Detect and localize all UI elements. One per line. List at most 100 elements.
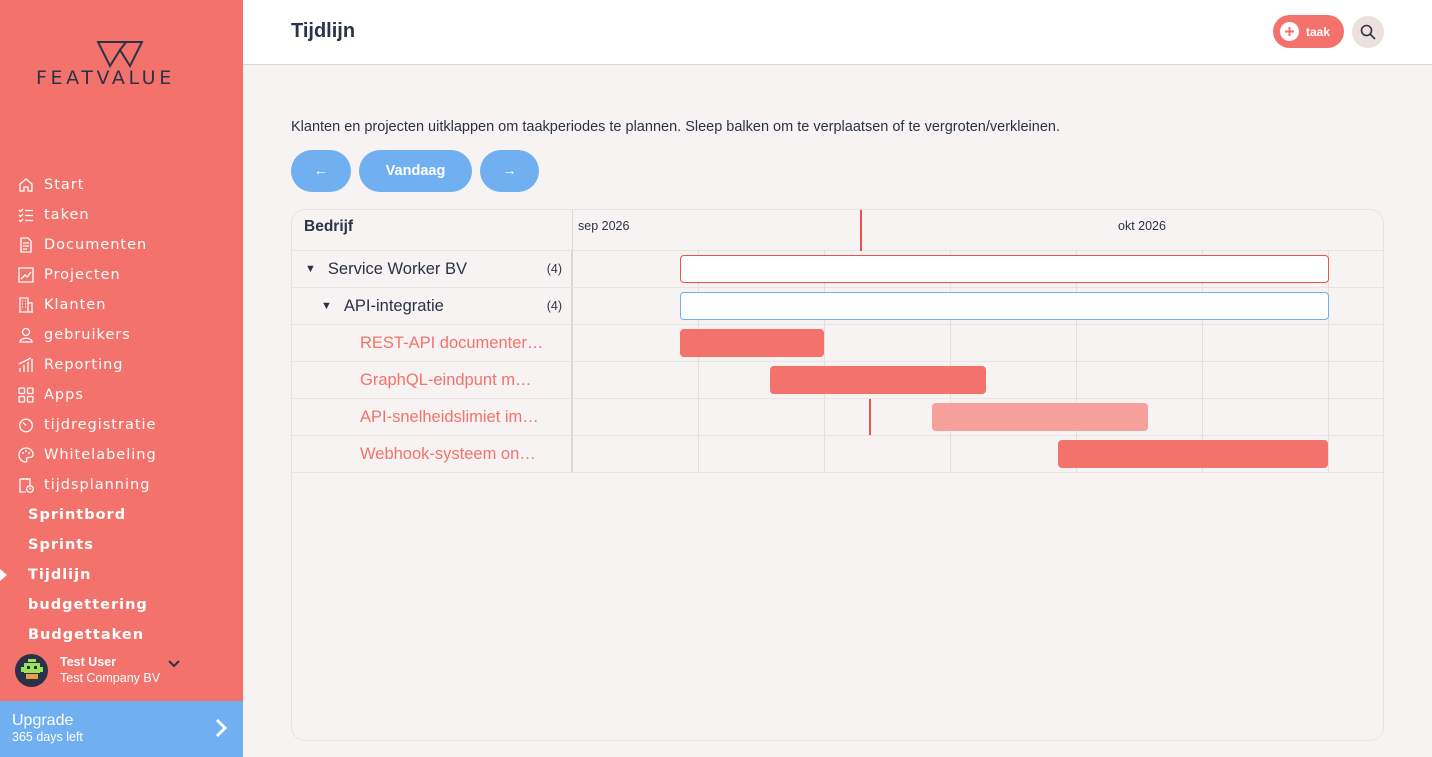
- sidebar-subitem-label: Sprints: [28, 537, 94, 553]
- task-bar[interactable]: [1058, 440, 1328, 468]
- sidebar-item-label: tijdsplanning: [44, 477, 151, 493]
- sidebar-item-label: Whitelabeling: [44, 447, 157, 463]
- timeline-row-company: ▼ Service Worker BV (4): [292, 251, 1383, 288]
- gridline: [698, 399, 699, 435]
- search-icon: [1360, 24, 1376, 40]
- collapse-triangle-icon[interactable]: ▼: [321, 300, 332, 312]
- checklist-icon: [17, 206, 35, 224]
- sidebar: FEATVALUE Start taken Documenten Project…: [0, 0, 243, 757]
- row-label[interactable]: Webhook-systeem on…: [292, 436, 573, 472]
- sidebar-subitem-tijdlijn[interactable]: Tijdlijn: [0, 560, 243, 590]
- sidebar-item-gebruikers[interactable]: gebruikers: [0, 320, 243, 350]
- sidebar-subitem-budgettering[interactable]: budgettering: [0, 590, 243, 620]
- gridline: [1202, 325, 1203, 361]
- task-bar[interactable]: [770, 366, 986, 394]
- next-period-button[interactable]: →: [480, 150, 539, 192]
- document-icon: [17, 236, 35, 254]
- page-title: Tijdlijn: [291, 20, 356, 42]
- task-bar[interactable]: [680, 329, 824, 357]
- previous-period-button[interactable]: ←: [291, 150, 351, 192]
- sidebar-item-start[interactable]: Start: [0, 170, 243, 200]
- month-label: sep 2026: [578, 219, 630, 233]
- planning-icon: [17, 476, 35, 494]
- upgrade-title: Upgrade: [12, 712, 74, 729]
- plus-icon: [1280, 22, 1299, 41]
- gridline: [824, 436, 825, 472]
- sidebar-subitem-label: Tijdlijn: [28, 567, 92, 583]
- sidebar-item-tijdsplanning[interactable]: tijdsplanning: [0, 470, 243, 500]
- sidebar-item-tijdregistratie[interactable]: tijdregistratie: [0, 410, 243, 440]
- sidebar-subitem-label: Budgettaken: [28, 627, 145, 643]
- user-company: Test Company BV: [60, 671, 161, 685]
- logo-mark-icon: [96, 41, 144, 68]
- featvalue-logo[interactable]: FEATVALUE: [36, 40, 208, 90]
- company-column-header: Bedrijf: [292, 210, 573, 251]
- sidebar-item-label: Projecten: [44, 267, 121, 283]
- gridline: [1328, 436, 1329, 472]
- user-name: Test User: [60, 655, 117, 669]
- task-bar[interactable]: [932, 403, 1148, 431]
- stopwatch-icon: [17, 416, 35, 434]
- today-button[interactable]: Vandaag: [359, 150, 472, 192]
- whitelabel-icon: [17, 446, 35, 464]
- timeline-header: sep 2026 okt 2026: [573, 210, 1383, 251]
- sidebar-item-label: Documenten: [44, 237, 148, 253]
- row-label[interactable]: ▼ Service Worker BV (4): [292, 251, 573, 287]
- page-header: Tijdlijn taak: [243, 0, 1432, 65]
- gridline: [824, 325, 825, 361]
- gridline: [1328, 362, 1329, 398]
- upgrade-banner[interactable]: Upgrade 365 days left: [0, 701, 243, 757]
- search-button[interactable]: [1352, 16, 1384, 48]
- sidebar-subitem-sprintbord[interactable]: Sprintbord: [0, 500, 243, 530]
- sidebar-subitem-label: budgettering: [28, 597, 148, 613]
- row-label[interactable]: GraphQL-eindpunt m…: [292, 362, 573, 398]
- timeline-row-task: GraphQL-eindpunt m…: [292, 362, 1383, 399]
- task-count: (4): [546, 262, 562, 276]
- gridline: [1202, 399, 1203, 435]
- sidebar-item-projecten[interactable]: Projecten: [0, 260, 243, 290]
- sidebar-subitem-sprints[interactable]: Sprints: [0, 530, 243, 560]
- task-count: (4): [546, 299, 562, 313]
- gridline: [1076, 325, 1077, 361]
- upgrade-days-left: 365 days left: [12, 730, 83, 744]
- gridline: [1328, 399, 1329, 435]
- collapse-triangle-icon[interactable]: ▼: [305, 263, 316, 275]
- sidebar-subitem-label: Sprintbord: [28, 507, 127, 523]
- gridline: [1076, 362, 1077, 398]
- user-menu[interactable]: Test User Test Company BV: [15, 652, 235, 688]
- chevron-right-icon: [215, 718, 227, 738]
- intro-text: Klanten en projecten uitklappen om taakp…: [291, 119, 1060, 135]
- timeline-gantt: Bedrijf sep 2026 okt 2026 ▼ Service Work…: [291, 209, 1384, 741]
- project-period-bar[interactable]: [680, 292, 1329, 320]
- row-label[interactable]: ▼ API-integratie (4): [292, 288, 573, 324]
- sidebar-item-whitelabeling[interactable]: Whitelabeling: [0, 440, 243, 470]
- chevron-down-icon[interactable]: [168, 660, 180, 668]
- task-name: Webhook-systeem on…: [360, 444, 536, 463]
- sidebar-item-documenten[interactable]: Documenten: [0, 230, 243, 260]
- company-name: Service Worker BV: [327, 259, 467, 278]
- row-label[interactable]: API-snelheidslimiet im…: [292, 399, 573, 435]
- company-period-bar[interactable]: [680, 255, 1329, 283]
- sidebar-item-label: tijdregistratie: [44, 417, 157, 433]
- sidebar-item-label: taken: [44, 207, 90, 223]
- sidebar-item-taken[interactable]: taken: [0, 200, 243, 230]
- gridline: [1328, 325, 1329, 361]
- avatar: [15, 653, 48, 687]
- gridline: [950, 325, 951, 361]
- sidebar-nav: Start taken Documenten Projecten Klanten…: [0, 170, 243, 650]
- building-icon: [17, 296, 35, 314]
- sidebar-item-label: gebruikers: [44, 327, 131, 343]
- add-task-button[interactable]: taak: [1273, 15, 1344, 48]
- sidebar-item-reporting[interactable]: Reporting: [0, 350, 243, 380]
- sidebar-item-klanten[interactable]: Klanten: [0, 290, 243, 320]
- sidebar-subitem-budgettaken[interactable]: Budgettaken: [0, 620, 243, 650]
- today-marker-row: [869, 399, 871, 435]
- reporting-icon: [17, 356, 35, 374]
- row-label[interactable]: REST-API documenter…: [292, 325, 573, 361]
- task-name: API-snelheidslimiet im…: [360, 407, 539, 426]
- apps-icon: [17, 386, 35, 404]
- sidebar-item-label: Start: [44, 177, 85, 193]
- avatar-icon: [20, 659, 43, 679]
- sidebar-item-apps[interactable]: Apps: [0, 380, 243, 410]
- gridline: [698, 436, 699, 472]
